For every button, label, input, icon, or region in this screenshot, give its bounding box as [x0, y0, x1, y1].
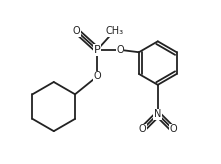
Text: N: N [154, 109, 162, 119]
Text: P: P [94, 45, 101, 55]
Text: O: O [139, 124, 147, 134]
Text: O: O [169, 124, 177, 134]
Text: O: O [73, 26, 80, 36]
Text: O: O [116, 45, 124, 55]
Text: O: O [93, 71, 101, 81]
Text: CH₃: CH₃ [105, 26, 123, 36]
